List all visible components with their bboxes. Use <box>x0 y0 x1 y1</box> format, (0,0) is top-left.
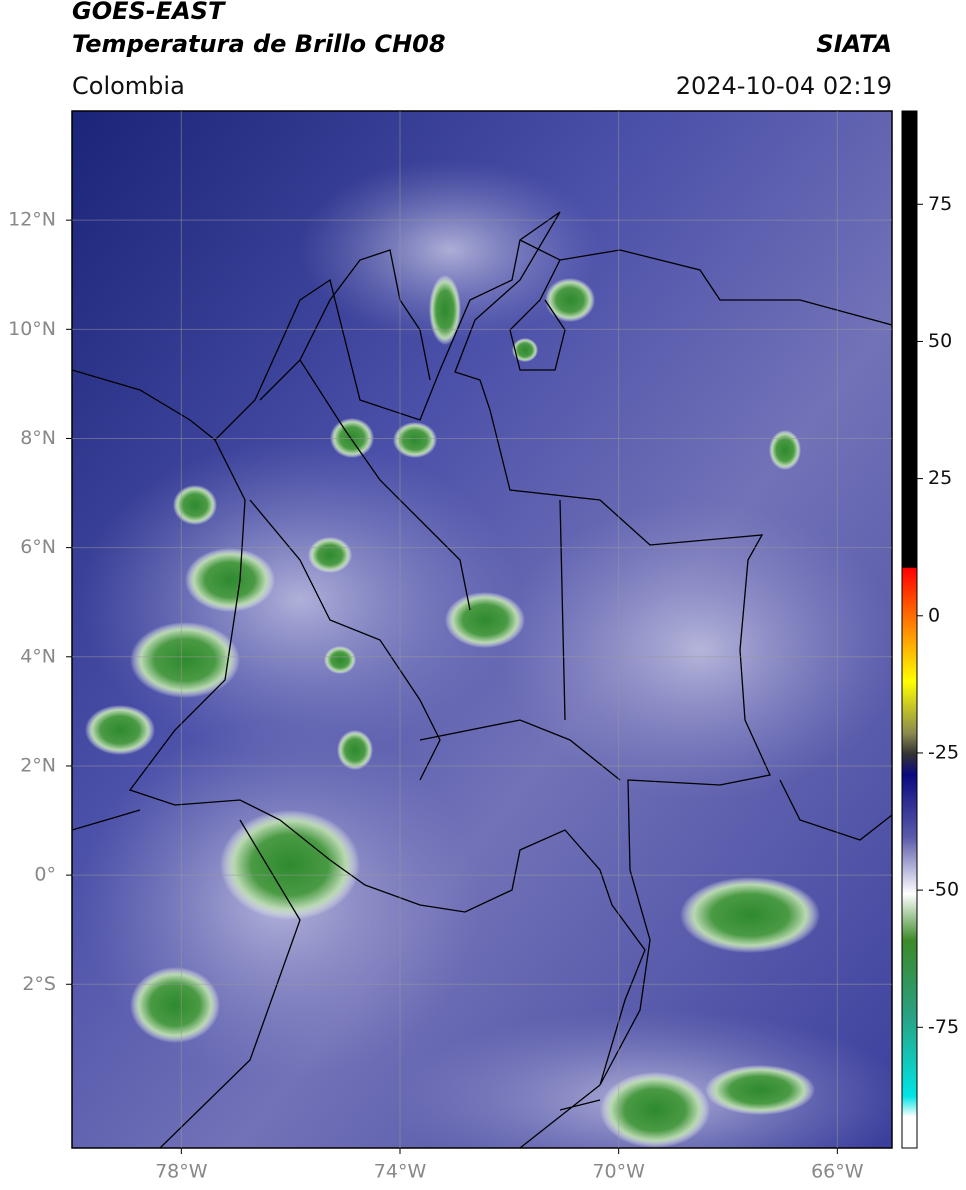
colorbar-tick-label: -75 <box>928 1016 959 1038</box>
x-tick-label: 74°W <box>374 1161 427 1183</box>
x-tick-label: 70°W <box>592 1161 645 1183</box>
axes: 78°W 74°W 70°W 66°W 12°N 10°N 8°N 6°N 4°N 2°N 0° 2°… <box>8 111 892 1183</box>
satellite-image <box>72 111 892 1148</box>
y-tick-label: 6°N <box>20 536 56 558</box>
y-tick-label: 8°N <box>20 427 56 449</box>
y-tick-label: 4°N <box>20 645 56 667</box>
source: SIATA <box>816 30 892 58</box>
subtitle: Temperatura de Brillo CH08 <box>72 30 446 58</box>
title: GOES-EAST <box>72 0 226 25</box>
colorbar <box>901 110 918 1149</box>
colorbar-tick-label: -50 <box>928 879 959 901</box>
y-tick-label: 2°N <box>20 754 56 776</box>
y-tick-label: 10°N <box>8 318 56 340</box>
colorbar-tick-label: 75 <box>928 193 952 215</box>
colorbar-ticks: 75 50 25 0 -25 -50 -75 <box>917 193 959 1038</box>
y-tick-label: 0° <box>34 864 56 886</box>
colorbar-tick-label: -25 <box>928 741 959 763</box>
region: Colombia <box>72 72 185 100</box>
x-tick-label: 66°W <box>811 1161 864 1183</box>
colorbar-tick-label: 50 <box>928 330 952 352</box>
y-tick-label: 2°S <box>22 973 56 995</box>
x-tick-label: 78°W <box>155 1161 208 1183</box>
y-tick-label: 12°N <box>8 209 56 231</box>
colorbar-tick-label: 25 <box>928 467 952 489</box>
colorbar-tick-label: 0 <box>928 604 940 626</box>
map-frame <box>71 110 893 1149</box>
datetime: 2024-10-04 02:19 <box>676 72 892 100</box>
